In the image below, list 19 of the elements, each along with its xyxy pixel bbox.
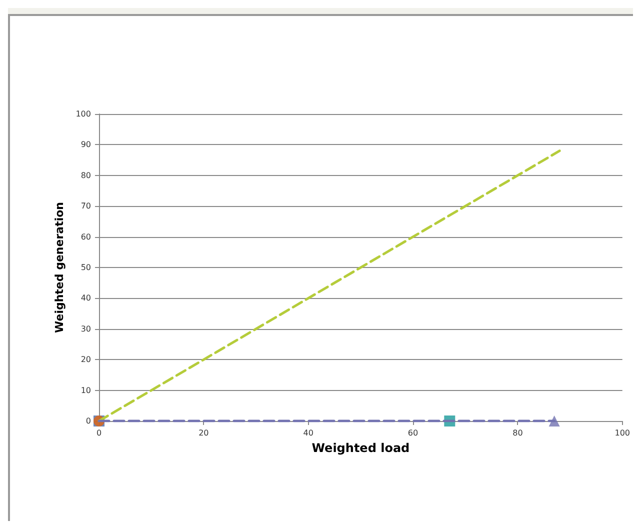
y-tick-label: 40 [80, 294, 91, 303]
y-tick-label: 30 [80, 324, 91, 334]
x-tick-label: 20 [198, 428, 209, 438]
x-tick-label: 60 [408, 428, 418, 438]
y-tick-label: 50 [80, 263, 91, 272]
y-tick-label: 20 [80, 355, 91, 364]
x-tick-label: 0 [96, 428, 102, 438]
y-axis-title: Weighted generation [52, 202, 66, 333]
y-tick-label: 90 [80, 140, 91, 150]
y-tick-label: 60 [80, 232, 91, 242]
x-tick-label: 40 [303, 428, 314, 438]
y-tick-label: 10 [80, 386, 91, 395]
x-tick-label: 100 [614, 428, 630, 438]
y-tick-label: 80 [80, 170, 91, 180]
x-tick-label: 80 [512, 428, 523, 438]
y-tick-label: 70 [80, 202, 91, 211]
y-tick-label: 0 [86, 416, 91, 426]
y-tick-label: 100 [76, 110, 91, 118]
x-axis-title: Weighted load [312, 440, 410, 455]
